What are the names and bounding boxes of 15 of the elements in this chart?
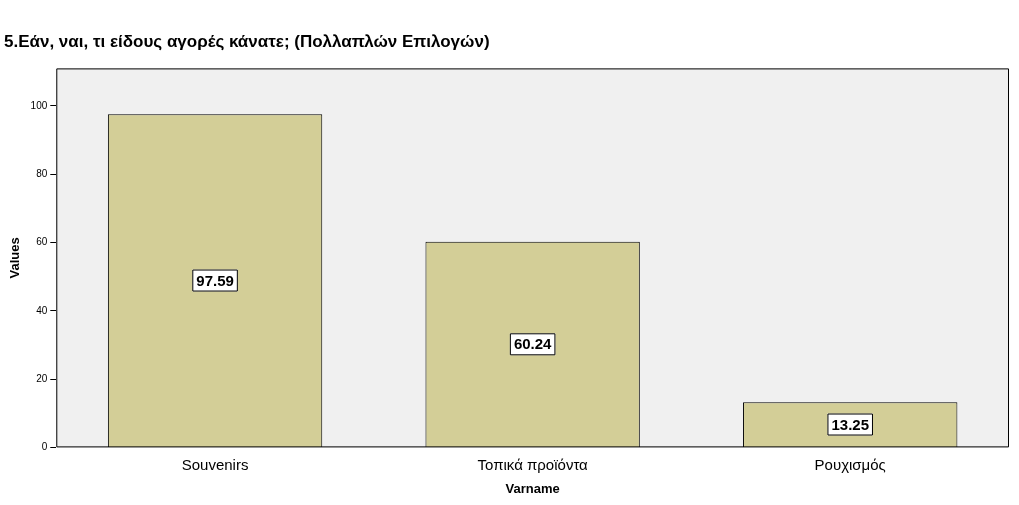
y-tick-label: 0	[41, 441, 48, 453]
x-tick-label: Ρουχισμός	[814, 455, 886, 473]
y-axis-title: Values	[7, 237, 23, 279]
x-axis-title: Varname	[505, 480, 560, 496]
data-label: 13.25	[831, 415, 869, 433]
y-tick-label: 80	[36, 168, 48, 179]
data-label: 97.59	[196, 271, 234, 289]
data-label: 60.24	[513, 335, 553, 353]
y-tick-label: 40	[36, 304, 48, 316]
y-tick-label: 60	[36, 236, 48, 248]
y-tick-label: 100	[30, 99, 48, 111]
y-tick-label: 20	[36, 372, 48, 384]
x-tick-label: Souvenirs	[181, 455, 249, 473]
chart-title: 5.Εάν, ναι, τι είδους αγορές κάνατε; (Πολλαπλών Επιλογών)	[4, 31, 490, 51]
x-tick-label: Τοπικά προϊόντα	[477, 455, 589, 473]
